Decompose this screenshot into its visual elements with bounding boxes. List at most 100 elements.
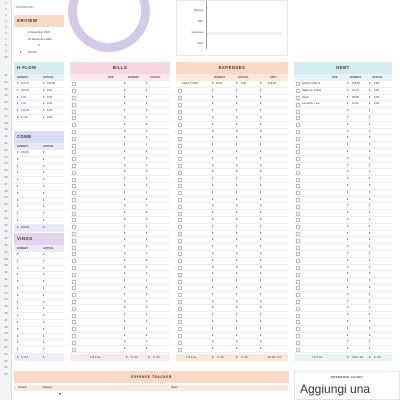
expenses-checkbox[interactable]	[178, 327, 182, 332]
debt-checkbox[interactable]	[296, 225, 300, 230]
bills-checkbox[interactable]	[72, 238, 76, 243]
expenses-checkbox[interactable]	[178, 109, 182, 114]
debt-checkbox[interactable]	[296, 286, 300, 291]
debt-checkbox[interactable]	[296, 150, 300, 155]
debt-checkbox[interactable]	[296, 143, 300, 148]
debt-checkbox[interactable]	[296, 191, 300, 196]
debt-checkbox[interactable]	[296, 95, 300, 100]
debt-checkbox[interactable]	[296, 238, 300, 243]
bills-checkbox[interactable]	[72, 279, 76, 284]
bills-checkbox[interactable]	[72, 245, 76, 250]
bills-checkbox[interactable]	[72, 204, 76, 209]
overview-start-date[interactable]: 1 December 2022	[28, 30, 51, 34]
bills-checkbox[interactable]	[72, 197, 76, 202]
expenses-checkbox[interactable]	[178, 252, 182, 257]
debt-checkbox[interactable]	[296, 259, 300, 264]
expenses-checkbox[interactable]	[178, 265, 182, 270]
expenses-checkbox[interactable]	[178, 204, 182, 209]
bills-checkbox[interactable]	[72, 163, 76, 168]
expenses-checkbox[interactable]	[178, 320, 182, 325]
expenses-checkbox[interactable]	[178, 245, 182, 250]
bills-checkbox[interactable]	[72, 306, 76, 311]
debt-checkbox[interactable]	[296, 177, 300, 182]
overview-end-date[interactable]: 31 December 2022	[28, 37, 52, 41]
expenses-checkbox[interactable]	[178, 225, 182, 230]
debt-checkbox[interactable]	[296, 231, 300, 236]
debt-checkbox[interactable]	[296, 82, 300, 87]
expenses-checkbox[interactable]	[178, 143, 182, 148]
expenses-checkbox[interactable]	[178, 123, 182, 128]
debt-checkbox[interactable]	[296, 347, 300, 352]
expenses-checkbox[interactable]	[178, 340, 182, 345]
expenses-checkbox[interactable]	[178, 191, 182, 196]
expenses-checkbox[interactable]	[178, 102, 182, 107]
bills-checkbox[interactable]	[72, 191, 76, 196]
bills-checkbox[interactable]	[72, 177, 76, 182]
debt-checkbox[interactable]	[296, 204, 300, 209]
debt-checkbox[interactable]	[296, 123, 300, 128]
bills-checkbox[interactable]	[72, 184, 76, 189]
debt-checkbox[interactable]	[296, 184, 300, 189]
bills-checkbox[interactable]	[72, 95, 76, 100]
bills-checkbox[interactable]	[72, 116, 76, 121]
debt-checkbox[interactable]	[296, 340, 300, 345]
bills-checkbox[interactable]	[72, 109, 76, 114]
debt-checkbox[interactable]	[296, 197, 300, 202]
bills-checkbox[interactable]	[72, 340, 76, 345]
bills-checkbox[interactable]	[72, 211, 76, 216]
expenses-checkbox[interactable]	[178, 150, 182, 155]
expenses-checkbox[interactable]	[178, 231, 182, 236]
bills-checkbox[interactable]	[72, 265, 76, 270]
debt-checkbox[interactable]	[296, 265, 300, 270]
expenses-checkbox[interactable]	[178, 286, 182, 291]
bills-checkbox[interactable]	[72, 143, 76, 148]
bills-checkbox[interactable]	[72, 259, 76, 264]
debt-checkbox[interactable]	[296, 313, 300, 318]
expenses-checkbox[interactable]	[178, 197, 182, 202]
bills-checkbox[interactable]	[72, 272, 76, 277]
bills-checkbox[interactable]	[72, 252, 76, 257]
debt-checkbox[interactable]	[296, 129, 300, 134]
debt-checkbox[interactable]	[296, 327, 300, 332]
expenses-checkbox[interactable]	[178, 177, 182, 182]
expenses-checkbox[interactable]	[178, 333, 182, 338]
bills-checkbox[interactable]	[72, 333, 76, 338]
expenses-checkbox[interactable]	[178, 299, 182, 304]
debt-checkbox[interactable]	[296, 170, 300, 175]
bills-checkbox[interactable]	[72, 150, 76, 155]
bills-checkbox[interactable]	[72, 320, 76, 325]
expenses-checkbox[interactable]	[178, 313, 182, 318]
bills-checkbox[interactable]	[72, 82, 76, 87]
debt-checkbox[interactable]	[296, 272, 300, 277]
debt-checkbox[interactable]	[296, 157, 300, 162]
bills-checkbox[interactable]	[72, 218, 76, 223]
add-chart-placeholder[interactable]: Aggiungi una	[300, 382, 371, 396]
expenses-checkbox[interactable]	[178, 116, 182, 121]
bills-checkbox[interactable]	[72, 327, 76, 332]
debt-checkbox[interactable]	[296, 252, 300, 257]
expenses-checkbox[interactable]	[178, 170, 182, 175]
expenses-checkbox[interactable]	[178, 211, 182, 216]
debt-checkbox[interactable]	[296, 211, 300, 216]
expenses-checkbox[interactable]	[178, 238, 182, 243]
expenses-checkbox[interactable]	[178, 347, 182, 352]
debt-checkbox[interactable]	[296, 299, 300, 304]
bills-checkbox[interactable]	[72, 129, 76, 134]
debt-checkbox[interactable]	[296, 89, 300, 94]
bills-checkbox[interactable]	[72, 299, 76, 304]
debt-checkbox[interactable]	[296, 279, 300, 284]
bills-checkbox[interactable]	[72, 157, 76, 162]
bills-checkbox[interactable]	[72, 286, 76, 291]
debt-checkbox[interactable]	[296, 320, 300, 325]
expenses-checkbox[interactable]	[178, 279, 182, 284]
bills-checkbox[interactable]	[72, 225, 76, 230]
expenses-checkbox[interactable]	[178, 259, 182, 264]
dropdown-arrow-icon[interactable]: ▾	[59, 391, 62, 396]
expenses-checkbox[interactable]	[178, 306, 182, 311]
debt-checkbox[interactable]	[296, 218, 300, 223]
expenses-checkbox[interactable]	[178, 218, 182, 223]
debt-checkbox[interactable]	[296, 163, 300, 168]
debt-checkbox[interactable]	[296, 102, 300, 107]
bills-checkbox[interactable]	[72, 89, 76, 94]
expenses-checkbox[interactable]	[178, 95, 182, 100]
